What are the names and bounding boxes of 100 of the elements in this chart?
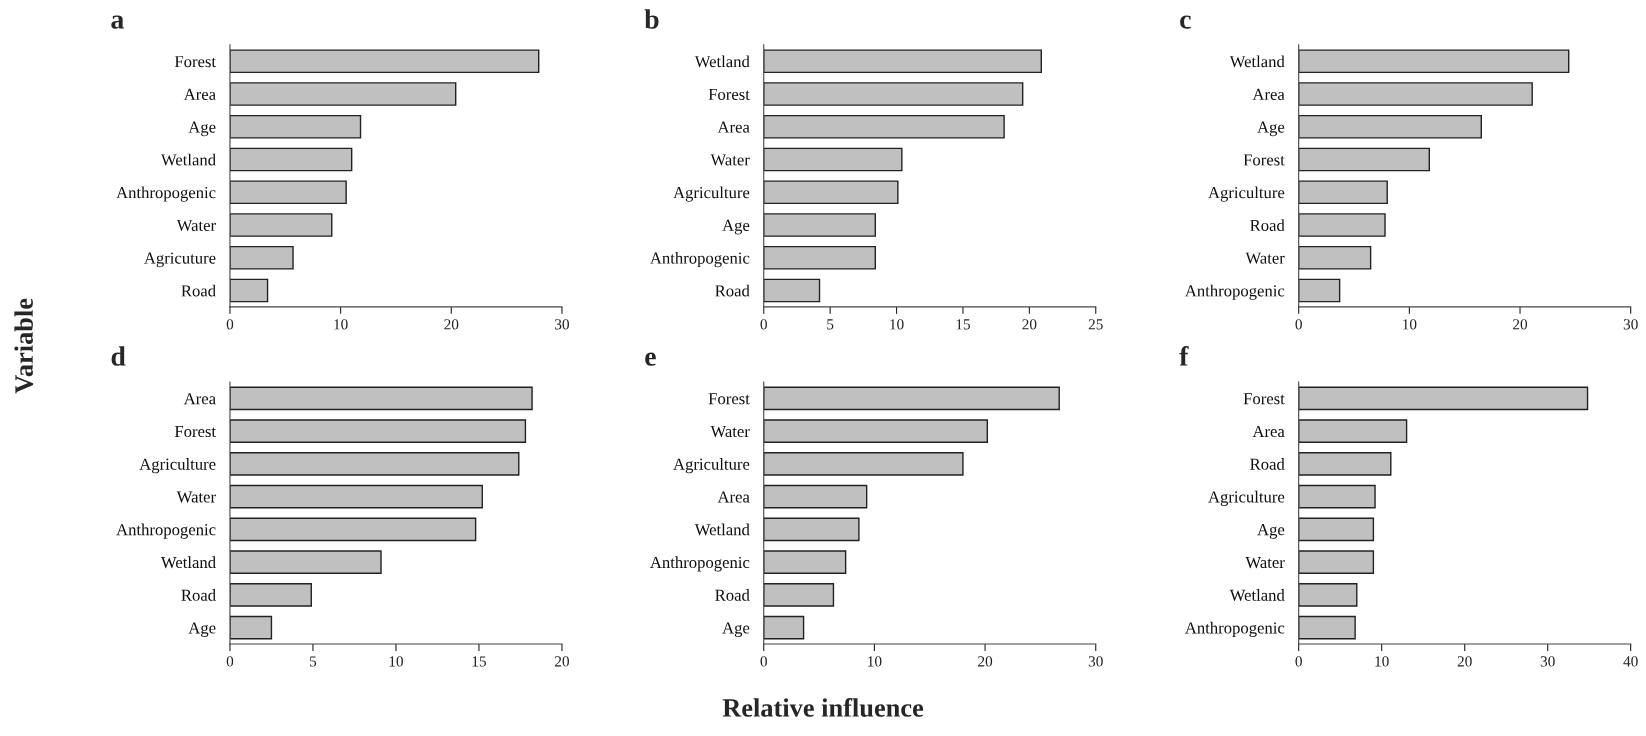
bar <box>229 278 269 303</box>
bar <box>763 550 847 574</box>
x-tick-label: 20 <box>1457 656 1472 667</box>
y-tick-label: Anthropogenic <box>116 186 216 202</box>
x-tick-label: 0 <box>760 319 767 330</box>
y-tick-label: Wetland <box>160 556 216 569</box>
bar <box>763 583 835 607</box>
bar <box>229 615 273 640</box>
y-tick-label: Wetland <box>694 523 750 536</box>
bar <box>1298 452 1392 476</box>
y-tick-label: Age <box>188 622 216 637</box>
y-tick-label: Wetland <box>1229 55 1285 68</box>
y-tick-label: Road <box>181 284 216 297</box>
bar <box>1298 180 1388 205</box>
x-tick-label: 10 <box>1403 319 1417 330</box>
y-tick-label: Water <box>176 219 216 232</box>
x-tick-label: 10 <box>389 656 403 667</box>
x-tick-label: 10 <box>334 319 348 330</box>
bar <box>1298 484 1376 509</box>
x-tick-label: 5 <box>310 656 317 667</box>
y-tick-label: Area <box>1252 425 1285 438</box>
y-tick-label: Agriculture <box>1208 490 1285 506</box>
y-tick-label: Wetland <box>694 55 750 68</box>
bar <box>1298 517 1375 542</box>
bar <box>763 49 1042 74</box>
y-tick-label: Road <box>715 589 750 601</box>
bar <box>1298 147 1430 172</box>
bar <box>229 147 353 172</box>
x-tick-label: 30 <box>1623 319 1638 330</box>
y-tick-label: Wetland <box>1229 589 1285 601</box>
y-tick-label: Anthropogenic <box>650 252 750 268</box>
y-tick-label: Age <box>722 219 750 235</box>
bar <box>229 213 333 237</box>
y-tick-label: Forest <box>1243 154 1285 166</box>
y-tick-label: Age <box>1257 524 1285 539</box>
x-tick-label: 30 <box>1540 656 1555 667</box>
bar <box>229 517 477 542</box>
y-tick-label: Age <box>722 622 750 637</box>
y-tick-label: Forest <box>174 425 216 438</box>
x-tick-label: 5 <box>827 319 834 330</box>
y-tick-label: Wetland <box>160 153 216 166</box>
bar <box>229 386 533 411</box>
bar <box>1298 615 1356 640</box>
bar <box>229 82 457 106</box>
x-tick-label: 10 <box>1375 656 1389 667</box>
x-tick-label: 20 <box>1022 319 1037 330</box>
x-tick-label: 0 <box>760 656 767 667</box>
bar <box>229 484 483 509</box>
x-tick-label: 10 <box>890 319 904 330</box>
y-tick-label: Forest <box>708 393 750 405</box>
bar <box>229 180 347 205</box>
bar <box>229 114 362 139</box>
y-tick-label: Water <box>1245 556 1285 569</box>
bar <box>229 452 520 476</box>
y-tick-label: Area <box>1252 88 1285 100</box>
bar <box>763 615 805 640</box>
x-tick-label: 10 <box>868 656 882 667</box>
bar <box>763 180 899 205</box>
bar <box>763 419 988 443</box>
bar <box>1298 213 1386 237</box>
chart-title: b <box>644 9 659 29</box>
y-tick-label: Agriculture <box>673 458 750 474</box>
chart-title: c <box>1180 15 1191 29</box>
y-tick-label: Forest <box>1243 393 1285 405</box>
bar <box>229 49 540 74</box>
x-tick-label: 30 <box>1088 656 1103 667</box>
chart-title: e <box>645 352 656 366</box>
y-tick-label: Agriculture <box>1208 186 1285 202</box>
bar <box>229 245 294 270</box>
y-tick-label: Road <box>1250 458 1285 470</box>
bar <box>763 114 1005 139</box>
bar <box>1298 245 1372 270</box>
y-tick-label: Water <box>710 154 750 166</box>
x-tick-label: 40 <box>1623 656 1638 667</box>
y-tick-label: Water <box>1245 252 1285 264</box>
y-tick-label: Anthropogenic <box>650 556 750 572</box>
bar <box>229 419 527 443</box>
bar <box>1298 386 1589 411</box>
x-tick-label: 20 <box>1513 319 1528 330</box>
x-tick-label: 15 <box>472 656 486 667</box>
y-tick-label: Agriculture <box>673 186 750 202</box>
bar <box>1298 82 1533 106</box>
bar <box>763 147 903 172</box>
bar <box>1298 583 1358 607</box>
bar <box>1298 419 1408 443</box>
bar <box>229 583 312 607</box>
y-tick-label: Agricuture <box>144 252 216 268</box>
bar <box>763 82 1024 106</box>
x-tick-label: 25 <box>1088 319 1103 330</box>
bar <box>763 278 821 303</box>
bar <box>763 245 876 270</box>
y-tick-label: Anthropogenic <box>1184 621 1285 637</box>
y-tick-label: Anthropogenic <box>116 523 216 539</box>
y-tick-label: Agriculture <box>139 458 216 474</box>
y-tick-label: Forest <box>708 88 750 100</box>
x-tick-label: 20 <box>978 656 993 667</box>
bar <box>229 550 382 574</box>
y-tick-label: Area <box>183 393 216 405</box>
bar <box>763 452 964 476</box>
y-tick-label: Road <box>1250 219 1285 231</box>
